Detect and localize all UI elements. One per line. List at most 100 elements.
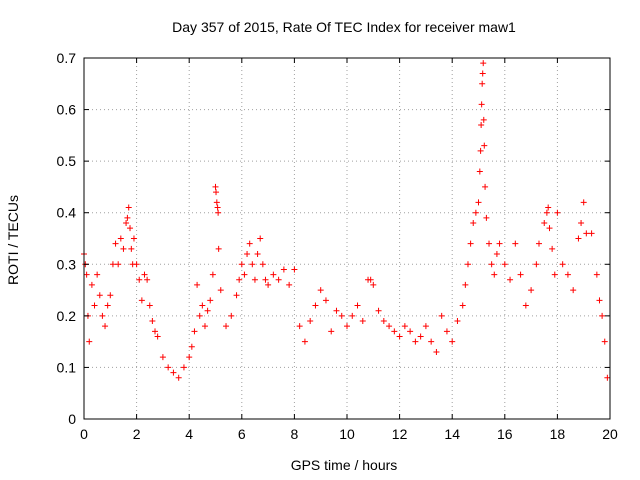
data-point [301,338,308,345]
data-point [380,318,387,325]
y-axis-label: ROTI / TECUs [5,195,21,285]
data-point [86,338,93,345]
data-point [477,147,484,154]
y-tick-label: 0.5 [57,153,77,169]
grid-lines [84,58,610,419]
data-point [570,287,577,294]
data-point [223,323,230,330]
data-point [454,318,461,325]
data-point [501,261,508,268]
data-point [486,240,493,247]
data-point [333,307,340,314]
data-point [535,240,542,247]
data-point [201,323,208,330]
x-tick-label: 10 [339,426,355,442]
data-point [96,292,103,299]
data-point [186,354,193,361]
y-tick-label: 0 [68,411,76,427]
x-tick-label: 6 [238,426,246,442]
data-point [214,204,221,211]
data-point [386,323,393,330]
data-point [528,287,535,294]
data-point [107,292,114,299]
data-point [217,287,224,294]
data-point [472,209,479,216]
data-point [228,312,235,319]
data-point [286,281,293,288]
data-point [545,204,552,211]
data-point [124,214,131,221]
x-tick-label: 20 [602,426,618,442]
data-point [196,312,203,319]
data-point [136,276,143,283]
data-point [194,281,201,288]
data-point [428,338,435,345]
data-point [322,297,329,304]
data-point [91,302,98,309]
data-point [599,312,606,319]
data-point [154,333,161,340]
axis-ticks: 0 2 4 6 8 10 12 14 16 18 20 0 0.1 0.2 0.3 0.4 0.5 0.6 0.7 [57,50,618,442]
data-point [533,261,540,268]
data-point [467,240,474,247]
data-point [522,302,529,309]
data-point [117,235,124,242]
x-tick-label: 16 [497,426,513,442]
data-point [443,328,450,335]
data-point [396,333,403,340]
data-point [99,312,106,319]
data-point [479,70,486,77]
data-point [207,297,214,304]
data-point [133,261,140,268]
data-point [354,302,361,309]
data-point [543,209,550,216]
data-point [165,364,172,371]
data-point [483,214,490,221]
data-point [180,364,187,371]
data-point [480,60,487,67]
data-point [141,271,148,278]
data-point [127,225,134,232]
x-tick-label: 12 [392,426,408,442]
data-point [102,323,109,330]
data-point [112,240,119,247]
data-point [236,276,243,283]
data-point [259,261,266,268]
data-point [338,312,345,319]
data-point [449,338,456,345]
x-tick-label: 0 [80,426,88,442]
data-point [104,302,111,309]
data-point [262,276,269,283]
data-point [475,199,482,206]
data-point [541,220,548,227]
data-point [149,318,156,325]
data-point [233,292,240,299]
data-point [128,245,135,252]
data-point [83,271,90,278]
data-point [588,230,595,237]
y-tick-label: 0.1 [57,359,77,375]
data-point [344,323,350,330]
data-point [476,168,483,175]
data-point [462,281,469,288]
data-point [146,302,153,309]
x-tick-label: 2 [133,426,141,442]
data-point [175,374,182,381]
chart-title: Day 357 of 2015, Rate Of TEC Index for r… [172,19,516,35]
data-point [254,250,261,257]
data-point [438,312,445,319]
data-point [549,245,556,252]
data-point [257,235,264,242]
data-point [478,101,485,108]
data-point [159,354,166,361]
data-point [130,235,137,242]
data-point [433,348,440,355]
data-point [170,369,177,376]
data-point [367,276,374,283]
x-axis-label: GPS time / hours [291,457,398,473]
data-point [478,122,485,129]
data-point [88,281,95,288]
y-tick-label: 0.4 [57,205,77,221]
data-point [375,307,382,314]
